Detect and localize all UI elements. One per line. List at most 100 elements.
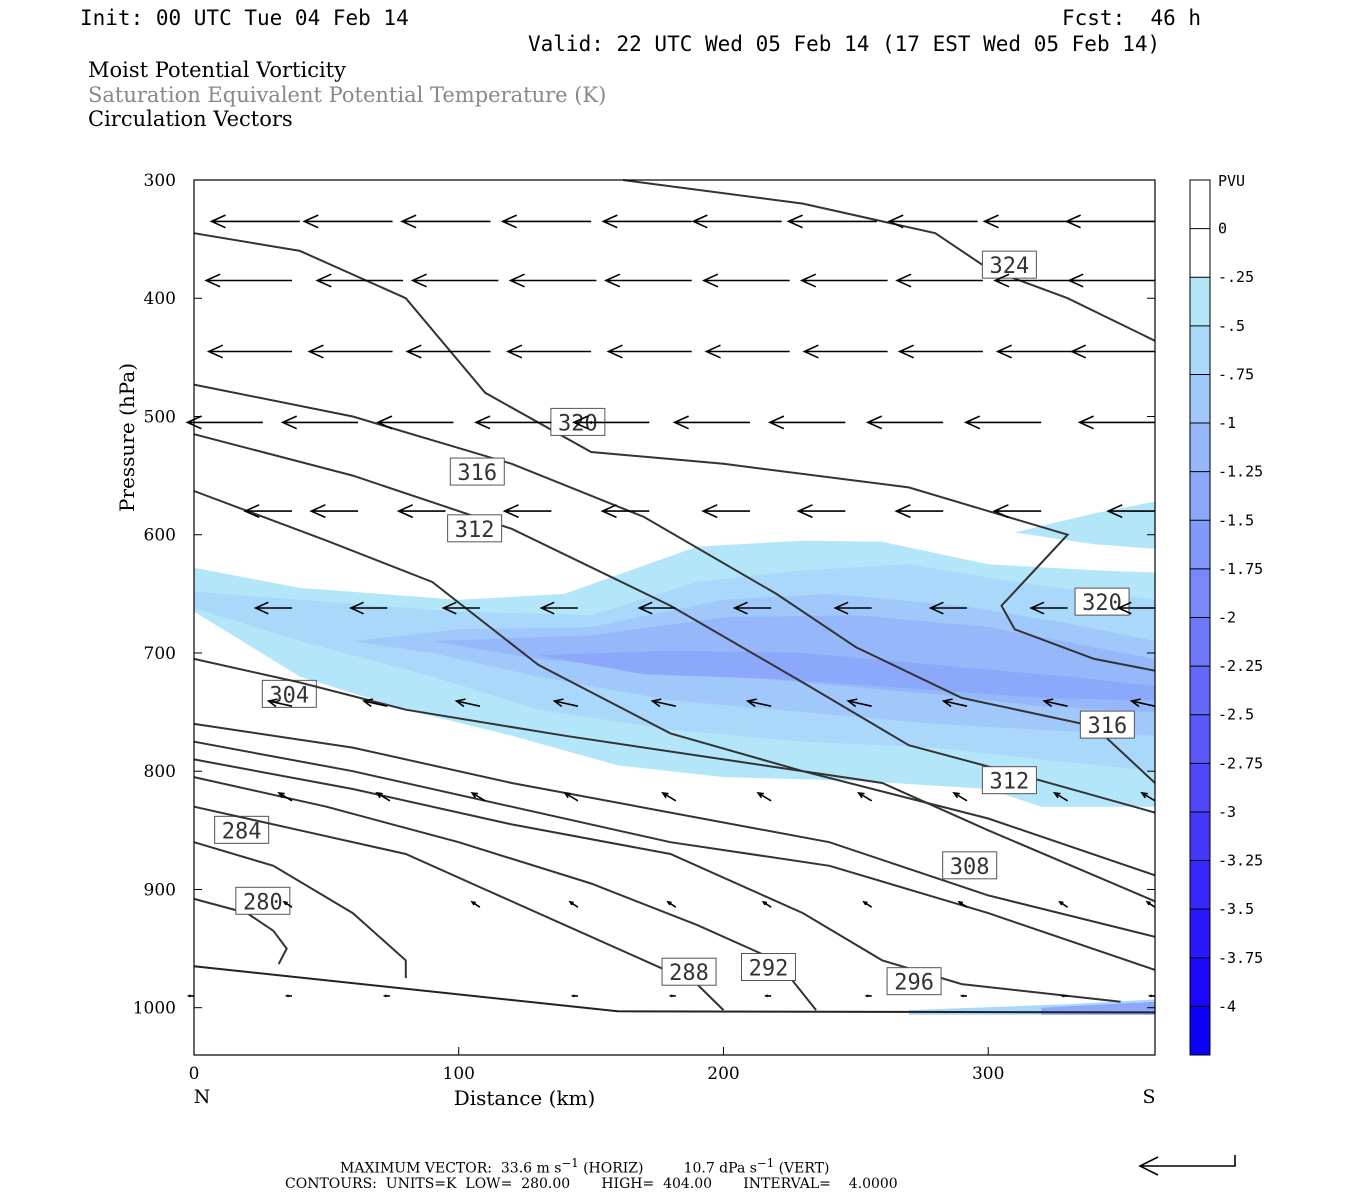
circulation-vector-9-6: [864, 994, 872, 998]
circulation-vector-0-0: [209, 214, 300, 229]
contour-label-box-3: [740, 953, 796, 981]
colorbar-segment-8: [1190, 568, 1210, 618]
colorbar-segment-13: [1190, 811, 1210, 861]
circulation-vector-4-9: [1106, 504, 1155, 519]
theta-contour-8: [193, 490, 1156, 877]
circulation-vector-1-1: [315, 273, 404, 288]
circulation-vector-1-5: [701, 273, 790, 288]
colorbar-label-7: -1.75: [1218, 560, 1263, 578]
circulation-vector-6-4: [650, 698, 676, 708]
colorbar-segment-10: [1190, 666, 1210, 715]
circulation-vector-8-4: [761, 900, 772, 908]
circulation-vector-0-5: [691, 214, 782, 229]
circulation-vector-6-9: [1129, 698, 1156, 708]
colorbar-label-13: -3.25: [1218, 852, 1263, 870]
contour-label-box-9: [447, 514, 503, 543]
circulation-vector-9-9: [1147, 994, 1155, 998]
circulation-vector-2-0: [206, 344, 292, 359]
circulation-vector-2-4: [606, 344, 692, 359]
circulation-vector-6-0: [266, 698, 293, 708]
x-tick-label-2: 200: [707, 1064, 739, 1084]
colorbar-label-8: -2: [1218, 609, 1236, 627]
y-tick-label-5: 800: [144, 762, 176, 782]
y-tick-label-1: 400: [144, 289, 176, 309]
circulation-vector-5-0: [253, 601, 292, 615]
theta-contour-11: [193, 383, 1156, 784]
theta-contour-6: [193, 722, 1156, 938]
circulation-vector-2-2: [405, 344, 491, 359]
circulation-vector-0-9: [1064, 214, 1155, 229]
init-time: Init: 00 UTC Tue 04 Feb 14: [80, 6, 409, 30]
circulation-vector-2-1: [307, 344, 393, 359]
x-tick-label-1: 100: [443, 1064, 475, 1084]
circulation-vector-5-6: [833, 601, 872, 615]
circulation-vector-0-8: [982, 214, 1073, 229]
max-vector-label: MAXIMUM VECTOR:: [340, 1160, 492, 1177]
horiz-tag: (HORIZ): [583, 1160, 644, 1177]
colorbar-label-0: 0: [1218, 220, 1227, 238]
circulation-vector-3-5: [672, 415, 750, 430]
circulation-vector-8-1: [470, 900, 481, 908]
circulation-vector-4-3: [502, 504, 552, 519]
circulation-vector-2-8: [995, 344, 1081, 359]
contour-label-box-10: [981, 766, 1037, 795]
field-title-theta: Saturation Equivalent Potential Temperat…: [88, 83, 607, 107]
colorbar-label-6: -1.5: [1218, 511, 1254, 529]
circulation-vector-6-7: [941, 698, 968, 708]
contour-label-11: 316: [457, 461, 497, 486]
circulation-vector-1-8: [993, 273, 1081, 288]
circulation-vector-4-0: [243, 504, 292, 519]
contour-label-box-0: [235, 886, 291, 915]
contour-label-3: 292: [749, 957, 789, 982]
colorbar-segment-12: [1190, 763, 1210, 812]
colorbar-segment-6: [1190, 471, 1210, 521]
circulation-vector-9-3: [570, 994, 578, 998]
x-tick-label-0: 0: [189, 1064, 200, 1084]
circulation-vector-1-3: [508, 273, 597, 288]
circulation-vector-4-7: [894, 504, 944, 519]
vert-tag: (VERT): [778, 1160, 830, 1177]
circulation-vector-1-2: [410, 273, 499, 288]
circulation-vector-1-7: [895, 273, 983, 288]
y-tick-label-0: 300: [144, 171, 176, 191]
circulation-vector-3-2: [376, 415, 454, 430]
circulation-vector-3-0: [185, 415, 263, 430]
contour-info: CONTOURS: UNITS=K LOW= 280.00 HIGH= 404.…: [285, 1176, 898, 1192]
circulation-vector-4-8: [992, 504, 1042, 519]
circulation-vector-5-7: [928, 601, 967, 615]
field-title-vectors: Circulation Vectors: [88, 107, 293, 131]
circulation-vector-1-0: [204, 273, 292, 288]
contour-label-2: 288: [669, 961, 709, 986]
circulation-vector-3-9: [1077, 415, 1155, 430]
colorbar-label-3: -.75: [1218, 365, 1254, 383]
circulation-vector-6-6: [846, 698, 872, 708]
circulation-vector-8-0: [282, 900, 293, 908]
theta-contour-7: [193, 657, 1156, 903]
circulation-vector-5-4: [637, 601, 676, 615]
circulation-vector-8-7: [1058, 900, 1069, 908]
theta-contour-5: [193, 740, 1156, 971]
circulation-vector-6-5: [745, 698, 772, 708]
contour-label-4: 296: [894, 971, 934, 996]
circulation-vector-7-9: [1140, 791, 1156, 802]
circulation-vector-7-6: [857, 791, 873, 802]
x-end-label-s: S: [1142, 1086, 1155, 1108]
circulation-vector-9-7: [959, 994, 967, 998]
reference-vector: [1138, 1155, 1236, 1176]
colorbar-segment-5: [1190, 423, 1210, 472]
colorbar-segment-2: [1190, 277, 1210, 326]
circulation-vector-4-5: [701, 504, 750, 519]
y-tick-label-4: 700: [144, 644, 176, 664]
circulation-vector-1-9: [1067, 273, 1155, 288]
x-end-label-n: N: [194, 1086, 211, 1108]
colorbar-segment-11: [1190, 714, 1210, 764]
colorbar-label-12: -3: [1218, 803, 1236, 821]
theta-contour-1: [193, 841, 407, 979]
circulation-vector-9-0: [186, 994, 194, 998]
circulation-vector-5-5: [732, 601, 772, 615]
circulation-vector-8-5: [862, 900, 873, 908]
circulation-vector-4-1: [309, 504, 359, 519]
contour-label-8: 308: [950, 855, 990, 880]
max-horiz-value: 33.6 m s: [500, 1160, 562, 1177]
circulation-vector-5-1: [348, 601, 388, 615]
